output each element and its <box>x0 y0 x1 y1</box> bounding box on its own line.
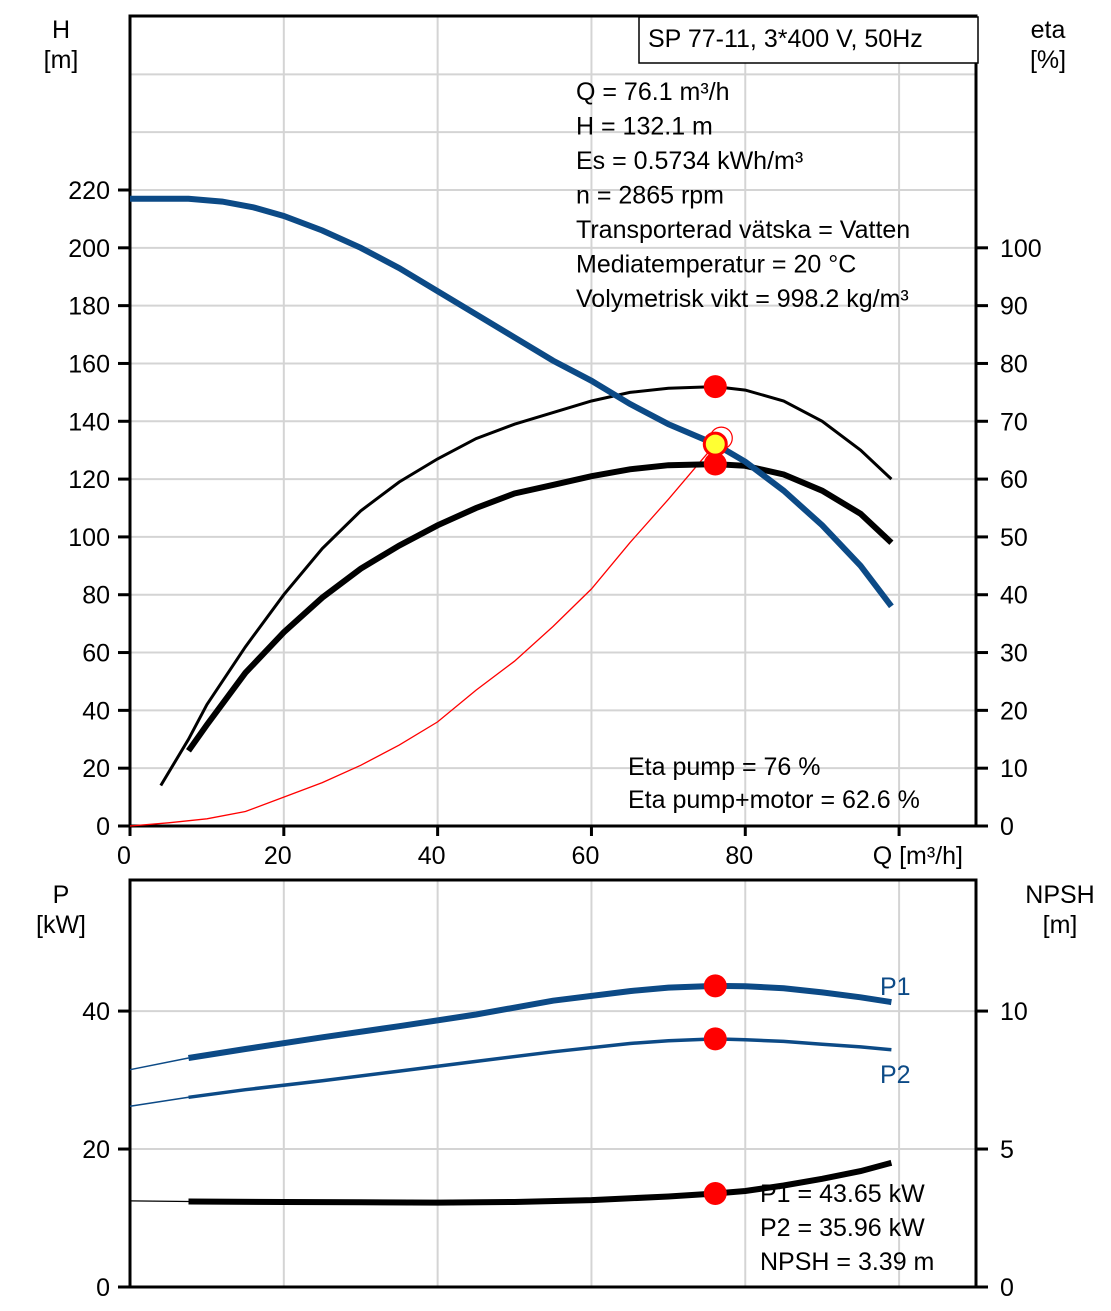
annotation-line: H = 132.1 m <box>576 113 713 141</box>
y-left-axis-unit: [m] <box>44 46 79 74</box>
y-left-tick-label: 0 <box>96 1274 110 1302</box>
operating-point-marker <box>702 431 728 457</box>
power-npsh-chart: 0 20 40 0 5 10 P[kW] NPSH[m] P1 P2 P1 = 43.65 kW P2… <box>36 878 1095 1302</box>
annotation-line: Volymetrisk vikt = 998.2 kg/m³ <box>576 285 909 313</box>
operating-point-marker <box>703 1027 727 1051</box>
p1-curve-extension-line <box>129 1057 189 1071</box>
eta-pump-line <box>159 385 893 787</box>
efficiency-marker <box>703 375 727 399</box>
x-axis-label: Q [m³/h] <box>873 842 963 870</box>
power-annotation-line: P1 = 43.65 kW <box>760 1180 925 1208</box>
x-tick-label: 0 <box>117 842 131 870</box>
y-right-axis-unit: [%] <box>1030 46 1066 74</box>
annotation-line: Mediatemperatur = 20 °C <box>576 251 856 279</box>
y-right-tick-label: 70 <box>1000 408 1028 436</box>
y-right-axis-unit: [m] <box>1043 911 1078 939</box>
annotation-line: n = 2865 rpm <box>576 182 724 210</box>
npsh-curve-line <box>188 1159 893 1206</box>
y-left-tick-label: 0 <box>96 813 110 841</box>
y-left-tick-label: 120 <box>68 466 110 494</box>
y-right-axis-title: NPSH <box>1025 881 1094 909</box>
series-label-p2: P2 <box>880 1061 911 1089</box>
y-right-tick-label: 20 <box>1000 697 1028 725</box>
y-left-tick-label: 140 <box>68 408 110 436</box>
y-right-tick-label: 0 <box>1000 1274 1014 1302</box>
y-right-tick-label: 50 <box>1000 524 1028 552</box>
y-left-tick-label: 200 <box>68 235 110 263</box>
operating-point-marker <box>703 1181 727 1205</box>
y-left-tick-label: 40 <box>82 998 110 1026</box>
y-left-tick-label: 180 <box>68 293 110 321</box>
chart-title: SP 77-11, 3*400 V, 50Hz <box>648 25 923 53</box>
x-tick-label: 80 <box>725 842 753 870</box>
y-left-tick-label: 80 <box>82 582 110 610</box>
y-right-axis-title: eta <box>1031 16 1066 44</box>
y-left-tick-label: 60 <box>82 640 110 668</box>
x-tick-label: 20 <box>264 842 292 870</box>
y-right-tick-label: 90 <box>1000 293 1028 321</box>
annotation-line: Es = 0.5734 kWh/m³ <box>576 147 803 175</box>
head-curve-line <box>130 195 894 609</box>
y-right-tick-label: 10 <box>1000 755 1028 783</box>
y-right-tick-label: 100 <box>1000 235 1042 263</box>
y-right-tick-label: 80 <box>1000 350 1028 378</box>
y-right-tick-label: 5 <box>1000 1136 1014 1164</box>
title-box <box>638 16 979 64</box>
annotation-line: Q = 76.1 m³/h <box>576 78 730 106</box>
y-right-tick-label: 10 <box>1000 998 1028 1026</box>
p2-curve-extension-line <box>129 1096 189 1108</box>
annotation-line: Transporterad vätska = Vatten <box>576 216 910 244</box>
npsh-curve-extension-line <box>129 1200 189 1203</box>
p2-curve-line <box>188 1037 892 1100</box>
y-left-tick-label: 20 <box>82 1136 110 1164</box>
eta-pump-motor-line <box>186 461 894 753</box>
plot-frame <box>128 878 978 1289</box>
efficiency-marker <box>703 452 727 476</box>
eta-annotation-line: Eta pump = 76 % <box>628 753 820 781</box>
y-left-axis-title: H <box>52 16 70 44</box>
p1-curve-line <box>188 982 892 1061</box>
power-annotation-line: P2 = 35.96 kW <box>760 1214 925 1242</box>
power-annotation-line: NPSH = 3.39 m <box>760 1248 934 1276</box>
operating-point-marker <box>703 974 727 998</box>
head-efficiency-chart: 0204060801001201401601802002200102030405… <box>44 14 1066 870</box>
y-right-tick-label: 0 <box>1000 813 1014 841</box>
y-right-tick-label: 40 <box>1000 582 1028 610</box>
y-left-tick-label: 20 <box>82 755 110 783</box>
system-curve-line <box>129 443 716 827</box>
x-tick-label: 60 <box>572 842 600 870</box>
y-right-tick-label: 30 <box>1000 640 1028 668</box>
y-left-axis-unit: [kW] <box>36 911 86 939</box>
y-left-tick-label: 160 <box>68 350 110 378</box>
y-left-tick-label: 220 <box>68 177 110 205</box>
y-left-tick-label: 40 <box>82 697 110 725</box>
y-right-tick-label: 60 <box>1000 466 1028 494</box>
eta-annotation-line: Eta pump+motor = 62.6 % <box>628 786 920 814</box>
x-tick-label: 40 <box>418 842 446 870</box>
y-left-tick-label: 100 <box>68 524 110 552</box>
series-label-p1: P1 <box>880 973 911 1001</box>
y-left-axis-title: P <box>53 881 70 909</box>
